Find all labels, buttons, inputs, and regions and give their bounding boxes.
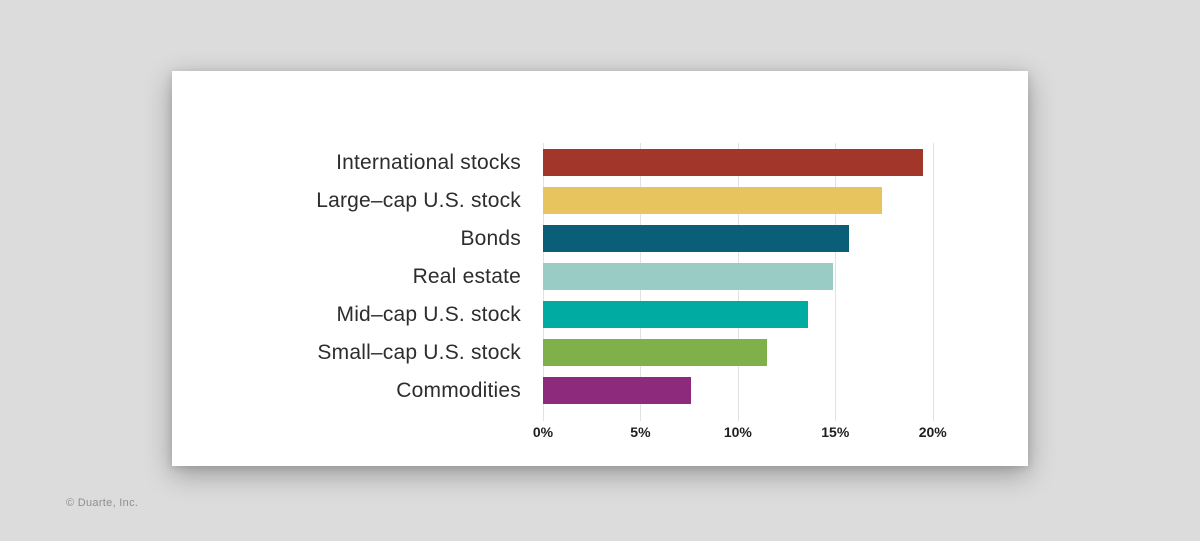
bar: [543, 263, 834, 290]
category-label: Large–cap U.S. stock: [316, 189, 521, 212]
category-label: Commodities: [396, 379, 521, 402]
category-label: Real estate: [412, 265, 521, 288]
x-tick-label: 20%: [918, 424, 947, 440]
bar: [543, 187, 883, 214]
bar: [543, 225, 849, 252]
x-tick-label: 10%: [723, 424, 752, 440]
x-tick-label: 15%: [821, 424, 850, 440]
x-axis: 0% 5% 10% 15% 20%: [533, 424, 960, 446]
category-label: Small–cap U.S. stock: [317, 341, 521, 364]
category-label: International stocks: [336, 151, 521, 174]
chart-card: International stocks Large–cap U.S. stock…: [172, 71, 1028, 466]
copyright-text: © Duarte, Inc.: [66, 497, 139, 509]
category-label: Mid–cap U.S. stock: [336, 303, 521, 326]
gridline-20pct: [932, 143, 934, 421]
category-labels: International stocks Large–cap U.S. stock…: [172, 71, 543, 466]
x-tick-label: 5%: [630, 424, 651, 440]
category-label: Bonds: [460, 227, 521, 250]
bar: [543, 339, 768, 366]
bar: [543, 301, 808, 328]
bar: [543, 377, 692, 404]
gridline-15pct: [835, 143, 837, 421]
x-tick-label: 0%: [532, 424, 554, 440]
bar: [543, 149, 923, 176]
plot-area: [543, 143, 960, 421]
